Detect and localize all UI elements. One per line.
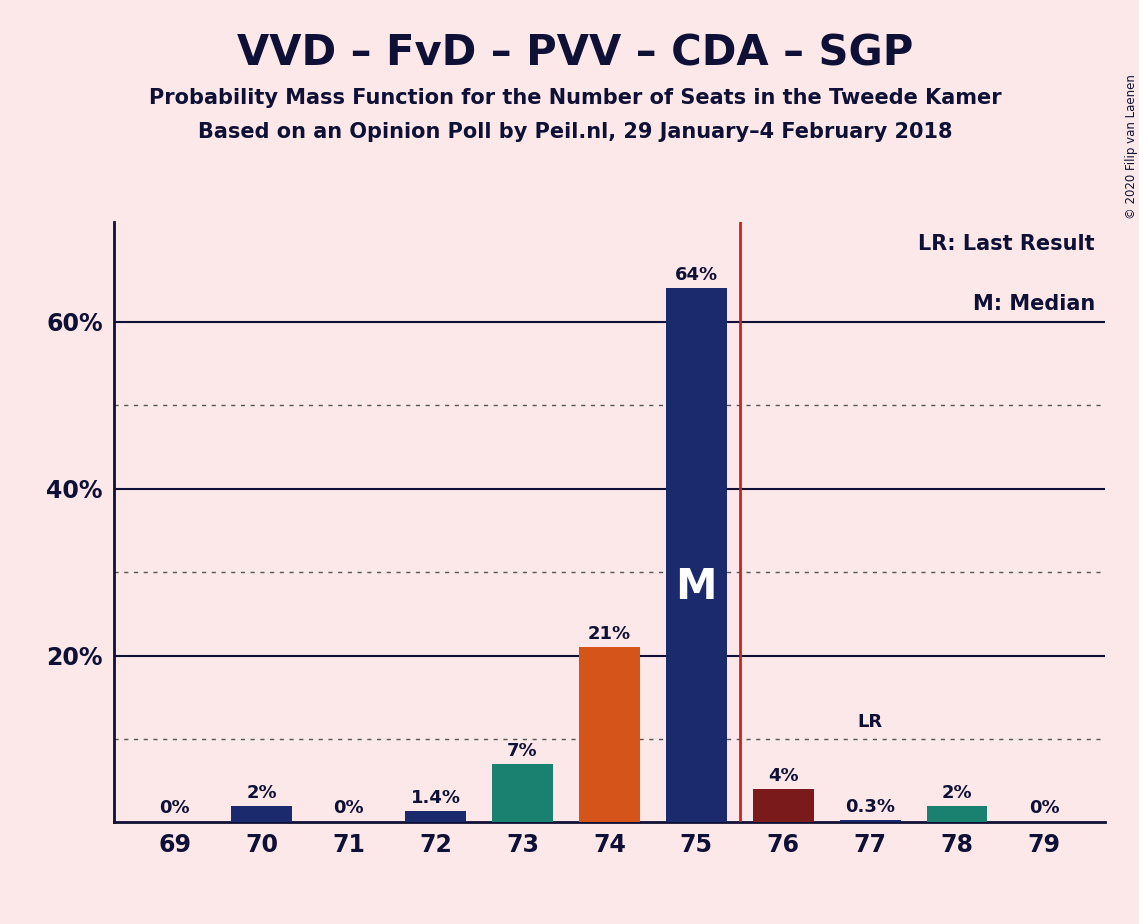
Text: 7%: 7% bbox=[507, 742, 538, 760]
Bar bbox=[492, 764, 552, 822]
Text: 2%: 2% bbox=[246, 784, 277, 801]
Text: 1.4%: 1.4% bbox=[410, 788, 460, 807]
Text: 21%: 21% bbox=[588, 625, 631, 643]
Text: LR: Last Result: LR: Last Result bbox=[918, 234, 1095, 254]
Bar bbox=[839, 820, 901, 822]
Text: 0%: 0% bbox=[159, 799, 190, 818]
Text: 64%: 64% bbox=[674, 266, 718, 285]
Text: 0.3%: 0.3% bbox=[845, 797, 895, 816]
Bar bbox=[405, 810, 466, 822]
Bar bbox=[579, 647, 640, 822]
Text: M: M bbox=[675, 566, 718, 609]
Text: 0%: 0% bbox=[334, 799, 363, 818]
Text: LR: LR bbox=[858, 712, 883, 731]
Text: © 2020 Filip van Laenen: © 2020 Filip van Laenen bbox=[1124, 74, 1138, 219]
Text: Probability Mass Function for the Number of Seats in the Tweede Kamer: Probability Mass Function for the Number… bbox=[149, 88, 1001, 108]
Text: 2%: 2% bbox=[942, 784, 973, 801]
Text: 4%: 4% bbox=[768, 767, 798, 784]
Bar bbox=[231, 806, 292, 822]
Bar bbox=[927, 806, 988, 822]
Bar bbox=[753, 789, 813, 822]
Bar bbox=[666, 288, 727, 822]
Text: Based on an Opinion Poll by Peil.nl, 29 January–4 February 2018: Based on an Opinion Poll by Peil.nl, 29 … bbox=[198, 122, 952, 142]
Text: VVD – FvD – PVV – CDA – SGP: VVD – FvD – PVV – CDA – SGP bbox=[237, 32, 913, 74]
Text: 0%: 0% bbox=[1029, 799, 1059, 818]
Text: M: Median: M: Median bbox=[973, 294, 1095, 314]
